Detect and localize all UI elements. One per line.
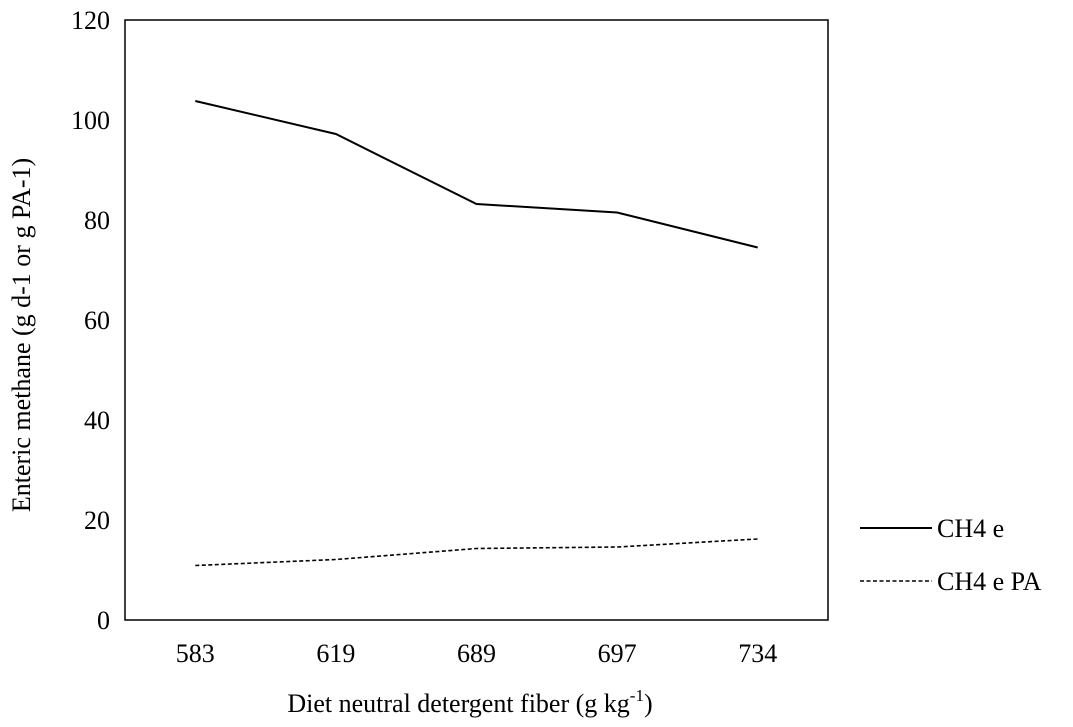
y-tick-label: 40: [84, 406, 110, 435]
x-tick-label: 583: [176, 639, 215, 668]
y-tick-label: 0: [97, 606, 110, 635]
x-tick-label: 619: [316, 639, 355, 668]
x-tick-label: 697: [598, 639, 637, 668]
x-axis-title-end: ): [644, 689, 653, 718]
y-tick-label: 80: [84, 206, 110, 235]
y-tick-label: 20: [84, 506, 110, 535]
legend-label-2: CH4 e PA: [937, 567, 1042, 596]
series-lines: [195, 100, 758, 567]
x-tick-label: 689: [457, 639, 496, 668]
y-tick-label: 100: [71, 106, 110, 135]
y-tick-label: 120: [71, 6, 110, 35]
series-line-1: [195, 100, 758, 249]
plot-area-border: [124, 19, 829, 621]
y-axis-title: Enteric methane (g d-1 or g PA-1): [7, 158, 36, 512]
x-axis-title-main: Diet neutral detergent fiber (g kg: [287, 689, 629, 718]
axes: 0 20 40 60 80 100 120 583 619 689 697 734: [71, 6, 829, 668]
x-axis-title: Diet neutral detergent fiber (g kg-1): [287, 686, 652, 718]
axis-labels: Enteric methane (g d-1 or g PA-1) Diet n…: [7, 158, 653, 718]
series-line-2: [195, 538, 758, 567]
x-axis-title-superscript: -1: [630, 686, 644, 705]
legend-label-1: CH4 e: [937, 514, 1004, 543]
legend: CH4 e CH4 e PA: [860, 514, 1042, 596]
x-tick-label: 734: [738, 639, 777, 668]
y-tick-label: 60: [84, 306, 110, 335]
